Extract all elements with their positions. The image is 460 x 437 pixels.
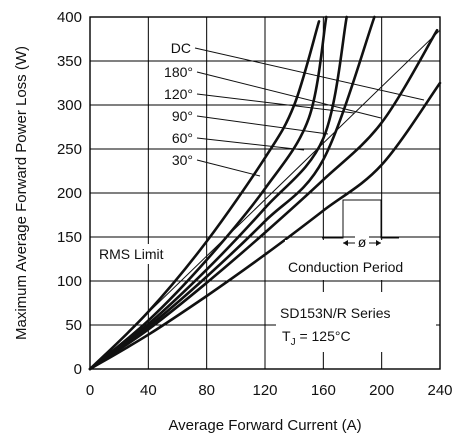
x-tick-label: 40	[140, 382, 157, 399]
series-label-60-deg: 60°	[172, 130, 193, 146]
x-tick-label: 200	[369, 382, 394, 399]
series-label-30-deg: 30°	[172, 152, 193, 168]
leader-90-deg	[196, 115, 329, 135]
curve-120-deg	[88, 15, 376, 371]
y-tick-label: 100	[57, 273, 82, 290]
y-tick-label: 150	[57, 229, 82, 246]
phi-arrow-head-left	[343, 240, 348, 246]
curve-dc	[88, 81, 442, 371]
x-tick-label: 80	[198, 382, 215, 399]
leader-dc	[194, 47, 425, 101]
axes: 0 40 80 120 160 200 240 0 50 100 150 200 250 300 350 40…	[13, 9, 453, 434]
conduction-period-label: Conduction Period	[288, 259, 403, 275]
y-tick-label: 400	[57, 9, 82, 26]
x-tick-label: 160	[311, 382, 336, 399]
x-tick-label: 240	[427, 382, 452, 399]
y-axis-title: Maximum Average Forward Power Loss (W)	[13, 46, 30, 340]
junction-temp: TJ = 125°C	[282, 328, 351, 348]
series-label-120-deg: 120°	[164, 86, 193, 102]
leader-180-deg	[196, 71, 382, 119]
series-info-bg	[276, 292, 436, 352]
leader-120-deg	[196, 93, 355, 114]
series-title: SD153N/R Series	[280, 305, 391, 321]
x-tick-label: 0	[86, 382, 94, 399]
leader-60-deg	[196, 137, 305, 151]
curve-60-deg	[88, 15, 328, 371]
phi-label: ø	[358, 234, 367, 250]
y-tick-label: 200	[57, 185, 82, 202]
annotations: RMS Limit ø Conduction Period SD153N/R Seri…	[96, 199, 436, 352]
series-label-90-deg: 90°	[172, 108, 193, 124]
y-tick-label: 0	[74, 361, 82, 378]
rms-limit-bg	[96, 244, 182, 264]
curve-30-deg	[88, 20, 321, 371]
plot-frame	[89, 16, 441, 370]
curves	[88, 15, 442, 371]
x-axis-title: Average Forward Current (A)	[168, 417, 361, 434]
series-labels: DC 180° 120° 90° 60° 30°	[164, 40, 425, 177]
x-tick-label: 120	[252, 382, 277, 399]
y-tick-label: 50	[65, 317, 82, 334]
series-label-dc: DC	[171, 40, 191, 56]
y-tick-label: 350	[57, 53, 82, 70]
rms-limit-label: RMS Limit	[99, 246, 164, 262]
y-tick-label: 250	[57, 141, 82, 158]
series-label-180-deg: 180°	[164, 64, 193, 80]
curve-180-deg	[88, 28, 439, 371]
pulse-shape	[322, 199, 399, 239]
phi-bg	[355, 235, 369, 249]
y-tick-label: 300	[57, 97, 82, 114]
leader-30-deg	[196, 159, 261, 177]
phi-arrow-head-right	[376, 240, 381, 246]
curve-90-deg	[88, 15, 348, 371]
